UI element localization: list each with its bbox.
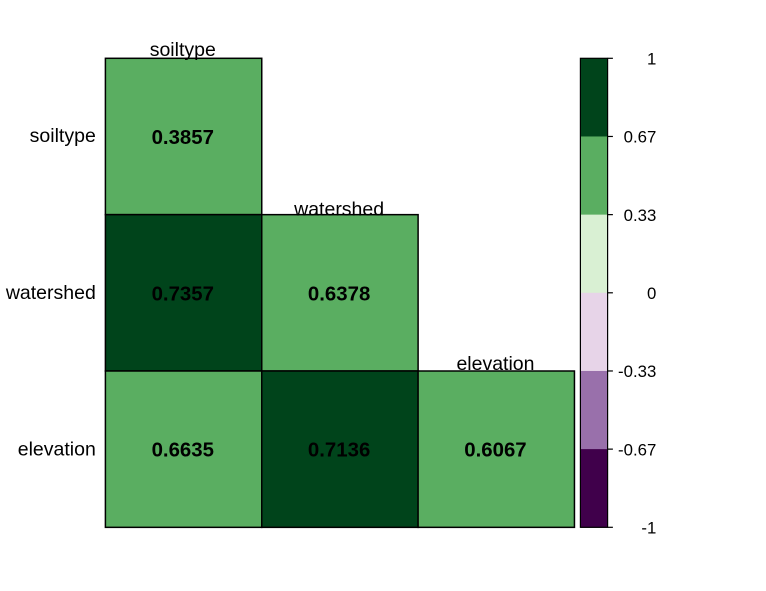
svg-text:1: 1 (647, 50, 656, 69)
svg-text:watershed: watershed (5, 282, 96, 304)
svg-text:-0.67: -0.67 (618, 440, 656, 459)
svg-text:0.7357: 0.7357 (152, 283, 214, 305)
svg-text:0.6635: 0.6635 (152, 440, 214, 462)
svg-text:0.33: 0.33 (624, 206, 657, 225)
svg-text:0.6378: 0.6378 (308, 283, 370, 305)
svg-text:elevation: elevation (18, 439, 96, 461)
svg-text:0.67: 0.67 (624, 128, 657, 147)
svg-text:-0.33: -0.33 (618, 362, 656, 381)
svg-text:0.6067: 0.6067 (464, 440, 526, 462)
svg-text:watershed: watershed (293, 198, 384, 220)
svg-text:0.3857: 0.3857 (152, 127, 214, 149)
svg-text:0.7136: 0.7136 (308, 440, 370, 462)
svg-text:elevation: elevation (456, 353, 534, 375)
svg-text:soiltype: soiltype (150, 39, 216, 61)
svg-text:-1: -1 (641, 519, 656, 538)
svg-text:soiltype: soiltype (30, 125, 96, 147)
svg-text:0: 0 (647, 284, 656, 303)
